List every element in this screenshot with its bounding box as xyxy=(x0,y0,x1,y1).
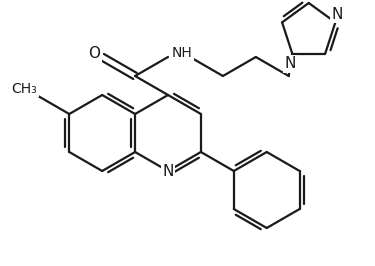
Text: N: N xyxy=(162,164,174,178)
Text: N: N xyxy=(285,56,296,71)
Text: CH₃: CH₃ xyxy=(12,82,37,96)
Text: O: O xyxy=(88,45,100,60)
Text: NH: NH xyxy=(172,46,193,60)
Text: N: N xyxy=(332,7,343,22)
